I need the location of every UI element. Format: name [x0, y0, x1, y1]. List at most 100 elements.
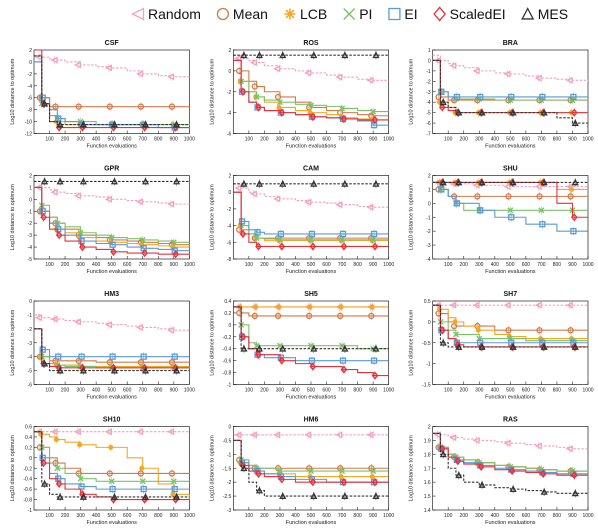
legend-label-scaledei: ScaledEI [450, 6, 506, 22]
data-point-ei [55, 115, 62, 122]
x-axis-label: Function evaluations [286, 395, 337, 401]
x-tick-label: 1000 [383, 137, 394, 143]
x-tick-label: 1000 [383, 513, 394, 519]
data-point-scaledei [239, 229, 247, 238]
x-tick-label: 800 [154, 513, 163, 519]
x-axis-label: Function evaluations [485, 269, 536, 275]
y-tick-label: -6 [28, 383, 33, 389]
data-point-scaledei [239, 87, 247, 96]
data-point-ei [438, 186, 445, 193]
data-point-pi [507, 207, 514, 214]
series-group [233, 179, 389, 251]
data-point-mean [106, 470, 113, 477]
x-tick-label: 300 [475, 388, 484, 394]
x-tick-label: 200 [61, 388, 70, 394]
x-tick-label: 1000 [383, 388, 394, 394]
y-tick-label: -1 [426, 362, 431, 368]
panel-shu: SHU 2 1 0 -1 -2 -3 -4 100 200 300 400 500 600 700 800 90… [409, 166, 594, 276]
series-line-random [34, 180, 190, 206]
y-tick-label: -1.5 [223, 466, 232, 472]
x-tick-label: 400 [291, 513, 300, 519]
y-tick-label: 0 [428, 201, 431, 207]
y-tick-label: 0 [428, 320, 431, 326]
legend-label-lcb: LCB [300, 6, 327, 22]
x-tick-label: 900 [568, 137, 577, 143]
panel-ras: RAS 2 1.9 1.8 1.7 1.6 1.5 1.4 100 200 300 400 500 600… [409, 417, 594, 527]
series-line-ei [34, 61, 190, 129]
data-point-mes [40, 359, 49, 367]
y-tick-label: 0 [229, 323, 232, 329]
x-tick-label: 600 [522, 262, 531, 268]
data-point-ei [508, 93, 515, 101]
legend-item-ei: EI [388, 6, 418, 22]
data-point-scaledei [340, 114, 348, 123]
data-point-pi [276, 99, 283, 106]
data-point-mean [168, 103, 176, 110]
x-tick-label: 100 [444, 513, 453, 519]
data-point-scaledei [278, 108, 286, 117]
data-point-random [234, 431, 242, 439]
data-point-scaledei [371, 115, 379, 124]
x-tick-label: 500 [307, 513, 316, 519]
panel-title: GPR [104, 166, 119, 173]
data-point-ei [277, 230, 285, 238]
x-tick-label: 800 [353, 513, 362, 519]
x-tick-label: 500 [307, 137, 316, 143]
data-point-mes [540, 108, 548, 116]
y-tick-label: -5 [426, 111, 431, 117]
data-point-ei [570, 228, 577, 235]
series-group [432, 178, 588, 253]
y-tick-label: -1 [426, 215, 431, 221]
x-tick-label: 700 [139, 388, 148, 394]
data-point-ei [370, 357, 378, 364]
data-point-random [234, 184, 242, 192]
x-tick-label: 900 [170, 388, 179, 394]
data-point-pi [452, 331, 459, 338]
data-point-ei [339, 357, 347, 364]
legend-label-random: Random [148, 6, 201, 22]
data-point-pi [370, 108, 377, 115]
data-point-scaledei [309, 112, 317, 121]
data-point-mes [310, 179, 318, 187]
data-point-mes [110, 120, 119, 128]
data-point-mes [79, 366, 87, 374]
x-tick-label: 200 [61, 137, 70, 143]
x-tick-label: 800 [353, 137, 362, 143]
series-line-mean [34, 55, 190, 108]
data-point-mes [56, 177, 64, 185]
data-point-scaledei [438, 103, 446, 112]
series-line-mean [34, 328, 190, 363]
data-point-random [472, 436, 480, 444]
y-tick-label: -2 [227, 90, 232, 96]
panel-ros: ROS 2 0 -2 -4 -6 100 200 300 400 500 600 700 800 900 10… [209, 40, 394, 150]
y-tick-label: 0 [29, 197, 32, 203]
y-tick-label: 1.4 [424, 508, 431, 514]
data-point-mean [305, 104, 313, 111]
data-point-mean [474, 193, 481, 200]
legend-item-pi: PI [343, 6, 372, 22]
y-tick-label: -4 [426, 100, 431, 106]
data-point-mean [567, 193, 574, 200]
panel-hm6: HM6 0 -0.5 -1 -1.5 -2 -2.5 -3 100 200 300 400 500 600… [209, 417, 394, 527]
data-point-random [135, 198, 144, 206]
data-point-pi [253, 93, 260, 100]
series-line-scaledei [233, 306, 389, 379]
series-line-mes [34, 431, 190, 498]
data-point-scaledei [438, 326, 446, 335]
data-point-lcb [139, 242, 145, 248]
y-tick-label: 0 [229, 425, 232, 431]
data-point-mean [337, 312, 344, 320]
y-axis-label: Log10 distance to optimum [409, 309, 415, 375]
panel-title: CSF [105, 40, 120, 47]
data-point-ei [254, 229, 261, 236]
data-point-scaledei [508, 467, 516, 476]
x-tick-label: 900 [170, 137, 179, 143]
data-point-mes [240, 179, 248, 187]
y-tick-label: -10 [25, 120, 32, 126]
y-tick-label: -6 [227, 132, 232, 138]
y-axis-label: Log10 distance to optimum [10, 309, 16, 375]
panel-gpr: GPR 2 1 0 -1 -2 -3 -4 -5 100 200 300 400 500 600 700 800… [10, 166, 195, 276]
data-point-random [534, 183, 542, 191]
x-tick-label: 200 [260, 262, 269, 268]
y-tick-label: -5 [28, 257, 33, 263]
